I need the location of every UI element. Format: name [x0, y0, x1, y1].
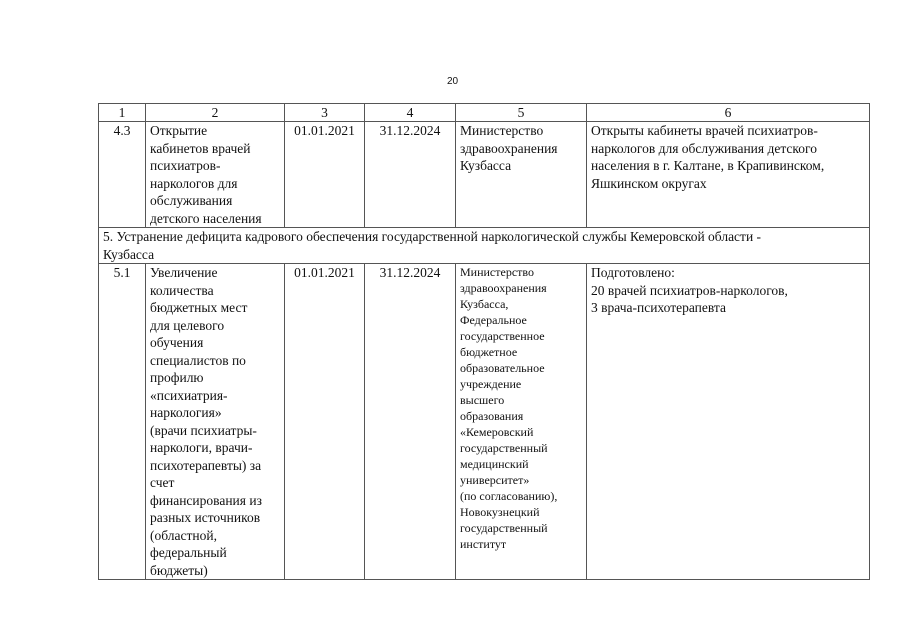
executor: Министерство здравоохранения Кузбасса: [455, 121, 587, 228]
executor: Министерство здравоохранения Кузбасса, Ф…: [455, 263, 587, 580]
measure-name: Открытие кабинетов врачей психиатров- на…: [145, 121, 285, 228]
table-row: 4.3 Открытие кабинетов врачей психиатров…: [98, 121, 870, 228]
start-date: 01.01.2021: [284, 121, 365, 228]
end-date: 31.12.2024: [364, 121, 456, 228]
section-title: 5. Устранение дефицита кадрового обеспеч…: [98, 227, 870, 264]
table-header-row: 1 2 3 4 5 6: [98, 103, 870, 122]
end-date: 31.12.2024: [364, 263, 456, 580]
header-cell: 3: [284, 103, 365, 122]
page-number: 20: [446, 76, 459, 87]
header-cell: 2: [145, 103, 285, 122]
result: Подготовлено: 20 врачей психиатров-нарко…: [586, 263, 870, 580]
row-number: 5.1: [98, 263, 146, 580]
measure-name: Увеличение количества бюджетных мест для…: [145, 263, 285, 580]
result: Открыты кабинеты врачей психиатров- нарк…: [586, 121, 870, 228]
measures-table: 1 2 3 4 5 6 4.3 Открытие кабинетов враче…: [98, 103, 870, 580]
start-date: 01.01.2021: [284, 263, 365, 580]
header-cell: 5: [455, 103, 587, 122]
section-row: 5. Устранение дефицита кадрового обеспеч…: [98, 227, 870, 264]
row-number: 4.3: [98, 121, 146, 228]
table-row: 5.1 Увеличение количества бюджетных мест…: [98, 263, 870, 580]
header-cell: 4: [364, 103, 456, 122]
header-cell: 1: [98, 103, 146, 122]
header-cell: 6: [586, 103, 870, 122]
